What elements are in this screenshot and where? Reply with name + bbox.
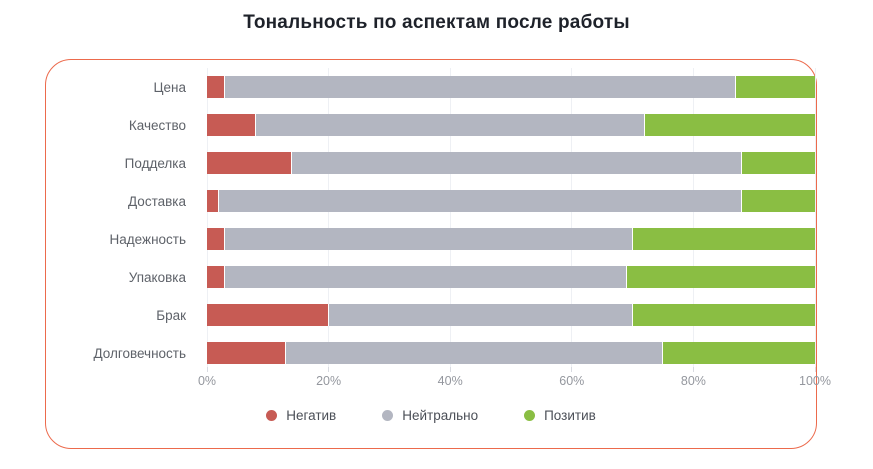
plot-grid (206, 68, 816, 367)
bar-segment-positive[interactable] (742, 190, 815, 212)
bar-segment-positive[interactable] (644, 114, 815, 136)
x-axis-tick-label: 20% (316, 374, 342, 388)
gridline (571, 68, 573, 367)
x-axis-tick-label: 0% (197, 374, 217, 388)
legend-marker-positive (524, 409, 536, 421)
legend-item-negative[interactable]: Негатив (266, 408, 336, 423)
bar-segment-positive[interactable] (735, 76, 815, 98)
axis-tick-mark (814, 367, 816, 372)
x-axis-tick-label: 40% (437, 374, 463, 388)
legend-label-positive: Позитив (544, 407, 596, 423)
bar-segment-neutral[interactable] (225, 266, 627, 288)
bar-row: Брак (46, 296, 815, 334)
bar-segment-negative[interactable] (207, 266, 226, 288)
chart-card: Цена Качество Подделка Доставка Надежность Уп… (45, 59, 831, 449)
legend-label-neutral: Нейтрально (402, 407, 479, 423)
category-label: Доставка (128, 193, 186, 209)
bar-rows: Цена Качество Подделка Доставка Надежность Уп… (46, 68, 815, 372)
bar-segment-negative[interactable] (207, 152, 293, 174)
bar-segment-negative[interactable] (207, 114, 256, 136)
category-label: Долговечность (93, 345, 186, 361)
bar-track (207, 114, 815, 136)
bar-track (207, 342, 815, 364)
gridline (692, 68, 694, 367)
legend-marker-neutral (382, 409, 394, 421)
gridline (814, 68, 816, 367)
bar-segment-negative[interactable] (207, 342, 287, 364)
bar-segment-neutral[interactable] (328, 304, 633, 326)
axis-tick-mark (571, 367, 573, 372)
bar-row: Качество (46, 106, 815, 144)
category-label: Цена (153, 79, 186, 95)
bar-segment-neutral[interactable] (219, 190, 743, 212)
bar-segment-neutral[interactable] (286, 342, 663, 364)
category-label: Подделка (124, 155, 186, 171)
bar-track (207, 266, 815, 288)
chart-title: Тональность по аспектам после работы (243, 12, 630, 33)
bar-track (207, 304, 815, 326)
axis-tick-mark (328, 367, 330, 372)
bar-row: Доставка (46, 182, 815, 220)
legend: Негатив Нейтрально Позитив (46, 405, 816, 425)
bar-row: Упаковка (46, 258, 815, 296)
bar-row: Надежность (46, 220, 815, 258)
bar-segment-positive[interactable] (626, 266, 815, 288)
legend-item-positive[interactable]: Позитив (524, 408, 596, 423)
category-label: Упаковка (128, 269, 186, 285)
bar-segment-positive[interactable] (632, 228, 815, 250)
axis-tick-mark (206, 367, 208, 372)
bar-segment-negative[interactable] (207, 304, 329, 326)
bar-segment-negative[interactable] (207, 190, 220, 212)
gridline (449, 68, 451, 367)
bar-track (207, 190, 815, 212)
x-axis-tick-label: 80% (680, 374, 706, 388)
category-label: Качество (128, 117, 186, 133)
bar-row: Цена (46, 68, 815, 106)
bar-row: Долговечность (46, 334, 815, 372)
bar-segment-neutral[interactable] (292, 152, 743, 174)
bar-segment-positive[interactable] (632, 304, 815, 326)
x-axis-tick-label: 60% (559, 374, 585, 388)
x-axis: 0% 20% 40% 60% 80% 100% (198, 374, 831, 390)
category-label: Брак (156, 307, 186, 323)
bar-segment-neutral[interactable] (225, 76, 736, 98)
gridline (328, 68, 330, 367)
bar-segment-neutral[interactable] (225, 228, 633, 250)
bar-row: Подделка (46, 144, 815, 182)
axis-tick-mark (692, 367, 694, 372)
bar-segment-negative[interactable] (207, 76, 226, 98)
bar-track (207, 152, 815, 174)
bar-segment-positive[interactable] (662, 342, 815, 364)
bar-track (207, 228, 815, 250)
bar-segment-neutral[interactable] (255, 114, 645, 136)
legend-item-neutral[interactable]: Нейтрально (382, 408, 478, 423)
bar-segment-positive[interactable] (742, 152, 815, 174)
gridline (206, 68, 208, 367)
bar-segment-negative[interactable] (207, 228, 226, 250)
legend-label-negative: Негатив (286, 407, 337, 423)
axis-ticks (206, 367, 816, 372)
x-axis-tick-label: 100% (799, 374, 831, 388)
legend-marker-negative (266, 409, 278, 421)
category-label: Надежность (109, 231, 186, 247)
bar-track (207, 76, 815, 98)
axis-tick-mark (449, 367, 451, 372)
